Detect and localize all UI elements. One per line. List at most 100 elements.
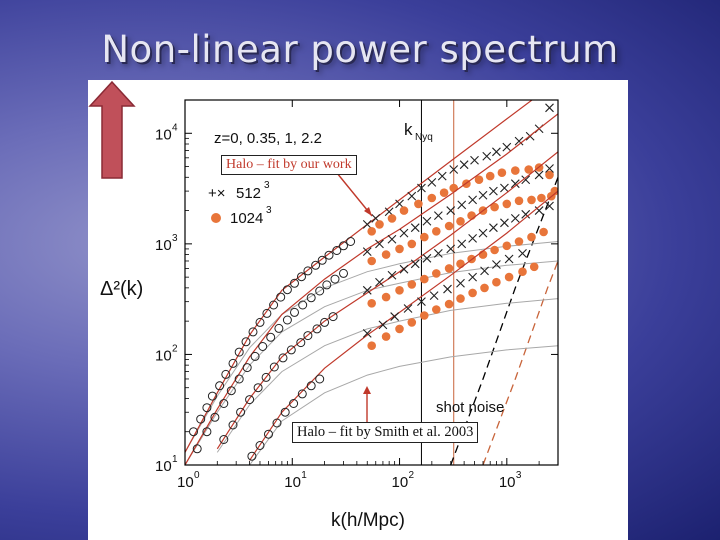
cross-point [480, 266, 489, 276]
dot-point [414, 199, 423, 209]
cross-point [399, 228, 409, 238]
circle-point [221, 369, 231, 379]
dot-point [468, 288, 477, 298]
dot-point [497, 168, 507, 177]
dot-point [492, 277, 501, 287]
cross-point [468, 272, 478, 282]
y-tick-exp-3: 4 [172, 122, 178, 133]
dot-point [490, 245, 499, 255]
cross-point [492, 260, 501, 269]
circle-point [272, 418, 282, 428]
dot-point [420, 311, 429, 320]
circle-point [192, 444, 202, 454]
y-tick-label-3: 10 [155, 126, 172, 143]
cross-point [387, 234, 397, 244]
cross-point [545, 164, 554, 173]
cross-point [518, 248, 527, 258]
circle-point [269, 300, 279, 310]
shot-noise-label: shot noise [436, 399, 504, 416]
circle-point [296, 338, 306, 348]
cross-point [500, 183, 509, 193]
dot-point [524, 165, 533, 174]
cross-point [410, 223, 420, 233]
dot-point [449, 183, 459, 193]
callout-our-work: Halo – fit by our work [221, 155, 357, 175]
linear-curve-2 [216, 298, 558, 453]
dot-point [485, 171, 495, 181]
dot-point [527, 232, 536, 242]
knyq-label: k [404, 120, 413, 139]
circle-point [330, 274, 340, 284]
circle-point [306, 381, 316, 391]
dot-point [395, 244, 404, 254]
dot-point [420, 274, 429, 284]
nyquist-label: k Nyq [404, 120, 433, 143]
circle-point [255, 317, 265, 327]
dot-point [504, 272, 514, 282]
cross-point [443, 284, 452, 294]
circle-point [303, 331, 313, 341]
dot-point [367, 227, 377, 236]
cross-point [375, 239, 384, 249]
dot-point [518, 267, 527, 276]
cross-point [468, 195, 478, 205]
dot-point [456, 217, 465, 226]
circle-point [297, 272, 306, 282]
dot-point [381, 250, 391, 259]
knyq-subscript: Nyq [415, 132, 433, 143]
circle-point [286, 345, 296, 355]
dot-point [444, 299, 454, 309]
dot-point [511, 166, 520, 175]
x-tick-label-0: 10 [177, 474, 194, 491]
dot-point [399, 206, 409, 215]
y-tick-exp-0: 1 [172, 454, 178, 465]
dot-point [367, 341, 377, 351]
x-tick-exp-0: 0 [194, 470, 200, 481]
shot-noise-1024-line [482, 260, 558, 465]
dot-point [444, 264, 454, 273]
circle-point [258, 342, 268, 351]
circle-point [280, 407, 290, 417]
circle-point [202, 427, 212, 437]
circle-point [210, 412, 220, 422]
y-tick-label-2: 10 [155, 237, 172, 254]
dot-point [407, 318, 417, 327]
cross-point [429, 291, 439, 301]
cross-point [478, 190, 488, 200]
cross-point [457, 239, 467, 249]
circle-point [196, 414, 206, 424]
dot-point [537, 193, 546, 203]
x-tick-exp-3: 3 [516, 470, 522, 481]
axes: 10 0 10 1 10 2 10 310 110 210 310 4 [155, 99, 559, 491]
circle-point [255, 441, 265, 450]
cross-point [446, 244, 456, 254]
cross-point [500, 218, 509, 228]
halofit-curve-3 [249, 190, 558, 461]
dot-point [367, 299, 377, 308]
cross-point [457, 200, 467, 210]
x-tick-exp-2: 2 [409, 470, 415, 481]
dot-point [480, 283, 489, 293]
cross-point [407, 191, 417, 201]
cross-point [399, 264, 409, 274]
circle-point [247, 451, 257, 461]
cross-point [362, 328, 372, 338]
dot-point [514, 237, 524, 246]
circle-point [189, 427, 198, 437]
legend-label-1024: 1024 [230, 210, 263, 227]
circle-point [226, 386, 236, 396]
circle-point [306, 293, 316, 303]
circle-point [261, 372, 271, 382]
circle-point [266, 332, 276, 342]
cross-point [521, 209, 531, 219]
circle-point [332, 246, 342, 255]
plot-area [185, 100, 558, 465]
dot-point [420, 232, 429, 242]
circle-point [248, 327, 258, 337]
dot-point [432, 305, 441, 314]
circle-point [298, 300, 308, 310]
linear-curve-1 [185, 260, 558, 465]
cross-point [492, 147, 501, 157]
circle-point [253, 383, 263, 393]
halofit-curve-0 [185, 100, 533, 453]
